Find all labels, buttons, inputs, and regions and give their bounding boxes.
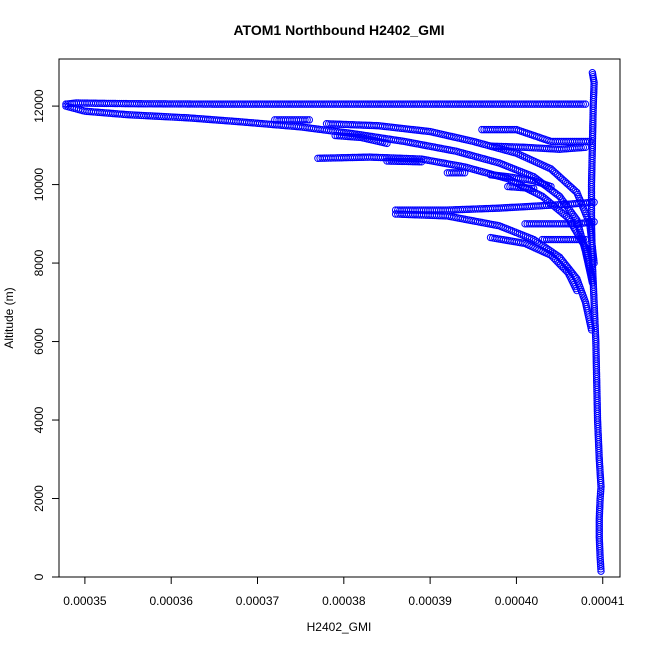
data-point [588, 69, 597, 77]
y-tick-label: 2000 [32, 485, 46, 512]
x-tick-label: 0.00041 [581, 594, 625, 608]
y-tick-label: 8000 [32, 249, 46, 276]
x-axis-label: H2402_GMI [307, 620, 372, 634]
x-tick-label: 0.00035 [63, 594, 107, 608]
data-point [460, 169, 469, 177]
data-point [529, 235, 538, 244]
data-point [305, 116, 313, 124]
data-point [588, 275, 597, 283]
y-axis-label: Altitude (m) [2, 287, 16, 348]
data-point [383, 139, 391, 148]
data-point [596, 494, 604, 503]
data-point [588, 198, 596, 207]
data-point [303, 116, 311, 124]
x-tick-label: 0.00036 [150, 594, 194, 608]
data-point [596, 492, 605, 500]
data-point [456, 169, 465, 177]
data-point [458, 169, 467, 177]
data-point [579, 143, 588, 152]
data-point [581, 143, 590, 151]
data-point [577, 235, 585, 244]
y-tick-label: 0 [32, 573, 46, 580]
data-point [581, 235, 590, 244]
y-axis: 0 2000 4000 6000 8000 10000 12000 [32, 89, 60, 580]
data-point [576, 234, 584, 242]
data-point [301, 116, 309, 124]
data-point [579, 235, 588, 244]
data-point [590, 259, 598, 267]
data-point [573, 286, 581, 295]
data-point [415, 158, 424, 166]
plot-points [62, 69, 605, 575]
data-point [529, 184, 538, 193]
y-tick-label: 10000 [32, 168, 46, 202]
data-point [586, 137, 594, 146]
x-tick-label: 0.00040 [495, 594, 539, 608]
chart-title: ATOM1 Northbound H2402_GMI [233, 22, 444, 38]
data-point [525, 184, 534, 192]
data-point [577, 143, 585, 152]
x-tick-label: 0.00039 [408, 594, 452, 608]
x-tick-label: 0.00038 [322, 594, 366, 608]
data-point [587, 326, 596, 334]
y-tick-label: 12000 [32, 89, 46, 123]
data-point [566, 217, 575, 226]
data-point [527, 184, 536, 193]
data-point [547, 182, 555, 191]
data-point [596, 490, 605, 498]
data-point [574, 230, 582, 239]
data-point [417, 158, 426, 166]
data-point [596, 496, 604, 505]
data-point [531, 237, 540, 245]
y-tick-label: 4000 [32, 406, 46, 433]
data-point [413, 158, 421, 166]
x-tick-label: 0.00037 [236, 594, 280, 608]
y-tick-label: 6000 [32, 328, 46, 355]
data-point [572, 227, 580, 235]
data-point [586, 198, 594, 207]
data-point [590, 198, 598, 206]
x-axis: 0.00035 0.00036 0.00037 0.00038 0.00039 0.000… [63, 576, 625, 608]
data-point [590, 218, 598, 226]
